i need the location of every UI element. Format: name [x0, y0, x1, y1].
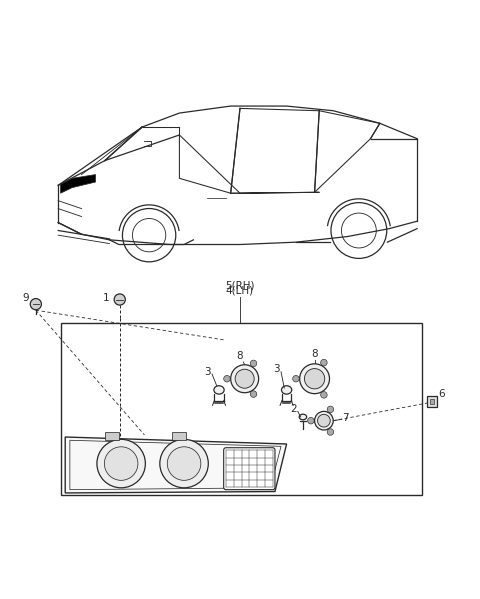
Text: 3: 3 — [204, 367, 211, 377]
Circle shape — [250, 360, 257, 367]
Circle shape — [231, 365, 259, 393]
Circle shape — [300, 364, 329, 394]
Text: 9: 9 — [23, 293, 29, 303]
Circle shape — [104, 447, 138, 480]
Circle shape — [314, 412, 333, 430]
Text: 6: 6 — [438, 389, 444, 399]
Circle shape — [235, 369, 254, 388]
Circle shape — [30, 298, 41, 310]
Circle shape — [321, 359, 327, 366]
Circle shape — [250, 391, 257, 397]
Bar — [430, 399, 434, 404]
Circle shape — [97, 439, 145, 488]
Circle shape — [160, 439, 208, 488]
Text: 2: 2 — [290, 404, 297, 414]
Circle shape — [168, 447, 201, 480]
Circle shape — [293, 376, 299, 382]
Bar — [60, 323, 422, 495]
Circle shape — [327, 429, 334, 435]
Bar — [427, 397, 437, 407]
Text: 8: 8 — [311, 349, 318, 359]
Circle shape — [224, 376, 230, 382]
Polygon shape — [65, 437, 287, 493]
Text: 4(LH): 4(LH) — [226, 286, 254, 296]
Circle shape — [304, 368, 325, 389]
Ellipse shape — [281, 386, 292, 394]
Polygon shape — [60, 174, 96, 193]
Ellipse shape — [299, 414, 307, 420]
Bar — [105, 432, 119, 440]
FancyBboxPatch shape — [224, 447, 275, 489]
Text: 3: 3 — [273, 364, 280, 374]
Text: 5(RH): 5(RH) — [225, 280, 255, 290]
Circle shape — [321, 392, 327, 398]
Ellipse shape — [214, 386, 224, 394]
Text: 1: 1 — [103, 293, 109, 303]
Circle shape — [327, 406, 334, 413]
Bar — [172, 432, 186, 440]
Text: 8: 8 — [236, 351, 242, 361]
Circle shape — [308, 418, 314, 424]
Text: 7: 7 — [343, 413, 349, 423]
Circle shape — [114, 294, 125, 305]
Circle shape — [318, 415, 330, 427]
